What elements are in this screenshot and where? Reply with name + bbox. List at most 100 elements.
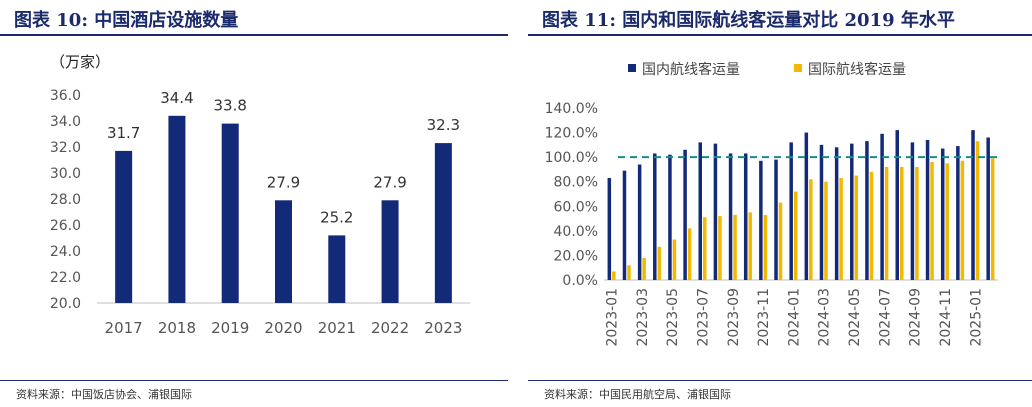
- y-tick-label: 20.0%: [554, 248, 598, 264]
- x-tick-label: 2023-01: [605, 288, 621, 347]
- bar-international: [612, 271, 616, 280]
- x-tick-label: 2024-11: [938, 288, 954, 347]
- legend-label: 国际航线客运量: [808, 61, 906, 78]
- bar-domestic: [819, 144, 824, 280]
- bar-international: [687, 228, 692, 280]
- y-tick-label: 26.0: [50, 218, 81, 234]
- bar-domestic: [940, 148, 945, 280]
- bar-domestic: [880, 133, 884, 280]
- x-tick-label: 2024-01: [786, 288, 802, 347]
- bar-international: [748, 212, 752, 280]
- x-tick-label: 2023-09: [726, 288, 742, 347]
- data-label: 31.7: [107, 124, 140, 142]
- bar: [275, 200, 292, 303]
- bar-international: [642, 257, 646, 280]
- left-title-rule: [0, 34, 508, 36]
- legend-swatch: [794, 64, 802, 72]
- legend-label: 国内航线客运量: [642, 61, 740, 78]
- bar-domestic: [668, 154, 672, 280]
- y-tick-label: 22.0: [50, 270, 81, 286]
- hotel-count-bar-chart: （万家） 20.0 22.0 24.0 26.0 28.0 30.0 32.0 34.0 36.0…: [50, 53, 470, 337]
- left-figure-label: 图表 10:: [14, 10, 88, 31]
- bar-domestic: [895, 130, 899, 280]
- bar-international: [763, 214, 768, 280]
- passenger-volume-bar-chart: 国内航线客运量 国际航线客运量 0.0% 20.0% 40.0% 60.0% 80.0% 10…: [545, 61, 998, 347]
- y-tick-label: 28.0: [50, 192, 81, 208]
- data-label: 27.9: [373, 173, 406, 191]
- y-tick-label: 0.0%: [562, 273, 598, 289]
- bar-domestic: [622, 170, 627, 280]
- bar-international: [809, 179, 813, 280]
- bar-domestic: [865, 141, 869, 280]
- x-tick-label: 2023-11: [756, 288, 772, 347]
- bar-domestic: [834, 147, 839, 280]
- left-figure-title: 图表 10: 中国酒店设施数量: [14, 6, 238, 32]
- bar-domestic: [637, 164, 642, 280]
- bar-domestic: [789, 142, 793, 280]
- x-tick-label: 2023-05: [665, 288, 681, 347]
- x-tick-label: 2021: [318, 319, 356, 337]
- bar-domestic: [607, 178, 612, 280]
- x-tick-label: 2023-03: [635, 288, 651, 347]
- bar-international: [657, 246, 662, 280]
- unit-label: （万家）: [50, 53, 110, 71]
- data-label: 32.3: [427, 116, 460, 134]
- y-tick-label: 36.0: [50, 88, 81, 104]
- bar: [168, 115, 186, 303]
- bar: [115, 150, 133, 303]
- right-chart-panel: 图表 11: 国内和国际航线客运量对比 2019 年水平 国内航线客运量 国际航线…: [528, 0, 1032, 407]
- data-label: 34.4: [160, 89, 193, 107]
- y-tick-label: 140.0%: [545, 101, 598, 117]
- bar-international: [672, 239, 677, 280]
- x-tick-label: 2025-01: [968, 288, 984, 347]
- bar-domestic: [956, 146, 960, 280]
- left-source-rule: [0, 380, 508, 381]
- left-chart-panel: 图表 10: 中国酒店设施数量 （万家） 20.0 22.0 24.0 26.0 28.0…: [0, 0, 508, 407]
- y-tick-label: 34.0: [50, 114, 81, 130]
- data-label: 27.9: [267, 173, 300, 191]
- y-tick-label: 100.0%: [545, 150, 598, 166]
- bar-international: [627, 265, 631, 280]
- right-figure-label: 图表 11:: [542, 10, 616, 31]
- bar-domestic: [653, 153, 657, 280]
- bar: [381, 200, 399, 303]
- bar-international: [945, 163, 949, 280]
- bar-international: [854, 175, 859, 280]
- bar-domestic: [986, 137, 990, 280]
- bar-domestic: [713, 143, 718, 280]
- y-tick-label: 40.0%: [554, 224, 598, 240]
- right-source-rule: [528, 380, 1032, 381]
- x-tick-label: 2024-05: [847, 288, 863, 347]
- x-tick-label: 2024-09: [908, 288, 924, 347]
- bar: [328, 235, 346, 303]
- bar-domestic: [759, 160, 763, 280]
- legend-swatch: [628, 64, 636, 72]
- right-figure-title-text: 国内和国际航线客运量对比 2019 年水平: [622, 10, 955, 31]
- bar-international: [915, 166, 919, 280]
- x-tick-label: 2020: [264, 319, 302, 337]
- bar-international: [793, 191, 798, 280]
- bar-international: [839, 178, 843, 280]
- x-tick-label: 2019: [211, 319, 249, 337]
- bar-international: [975, 141, 980, 280]
- bar-domestic: [910, 142, 915, 280]
- bar-domestic: [728, 153, 733, 280]
- y-tick-label: 32.0: [50, 140, 81, 156]
- y-tick-label: 60.0%: [554, 199, 598, 215]
- bar-domestic: [743, 153, 748, 280]
- data-label: 33.8: [214, 97, 247, 115]
- bar-international: [869, 171, 874, 280]
- right-figure-title: 图表 11: 国内和国际航线客运量对比 2019 年水平: [542, 6, 955, 32]
- bar-international: [960, 160, 965, 280]
- y-tick-label: 24.0: [50, 244, 81, 260]
- right-title-rule: [528, 34, 1032, 36]
- x-tick-label: 2023-07: [696, 288, 712, 347]
- bar-international: [824, 181, 828, 280]
- bar-domestic: [925, 139, 930, 280]
- y-tick-label: 120.0%: [545, 126, 598, 142]
- x-tick-label: 2022: [371, 319, 409, 337]
- x-tick-label: 2024-07: [877, 288, 893, 347]
- bar-international: [884, 166, 889, 280]
- bar-international: [990, 158, 995, 280]
- y-tick-label: 80.0%: [554, 175, 598, 191]
